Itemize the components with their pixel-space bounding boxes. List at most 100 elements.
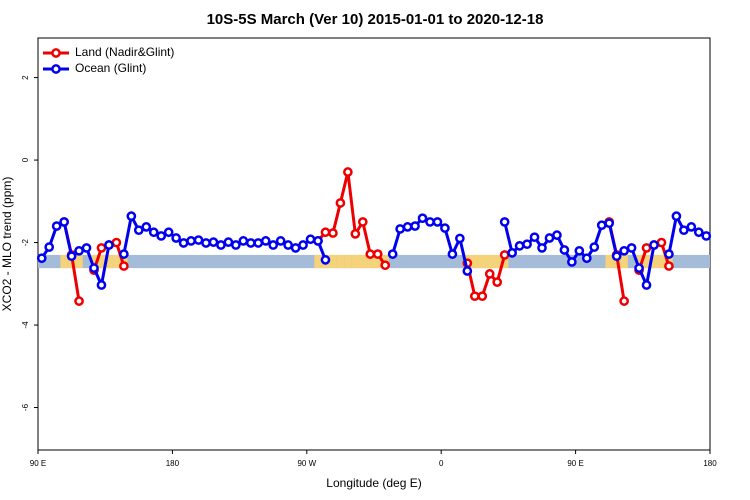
- chart-title: 10S-5S March (Ver 10) 2015-01-01 to 2020…: [207, 11, 544, 28]
- point: [656, 237, 667, 248]
- point: [499, 217, 510, 227]
- point: [664, 249, 674, 259]
- land-band: [500, 254, 509, 269]
- land-band: [344, 254, 352, 269]
- point: [231, 240, 241, 250]
- point: [96, 280, 107, 290]
- x-axis-label: Longitude (deg E): [326, 476, 421, 490]
- point: [596, 220, 607, 231]
- point: [357, 217, 368, 227]
- point: [522, 239, 532, 250]
- point: [208, 237, 219, 247]
- point: [589, 242, 600, 252]
- point: [514, 241, 525, 251]
- point: [275, 236, 286, 246]
- point: [193, 235, 204, 245]
- legend-label: Ocean (Glint): [75, 61, 146, 75]
- land-band: [336, 254, 345, 269]
- point: [402, 222, 413, 232]
- x-tick-label: 90 E: [30, 459, 46, 468]
- point: [44, 242, 55, 252]
- point: [163, 227, 174, 238]
- point: [253, 238, 264, 248]
- point: [649, 240, 659, 250]
- land-band: [486, 254, 494, 269]
- land-band: [105, 254, 113, 269]
- legend-marker: [51, 48, 61, 58]
- point: [447, 249, 458, 259]
- point: [581, 253, 592, 264]
- land-band: [471, 254, 479, 269]
- point: [66, 251, 77, 262]
- point: [380, 260, 391, 271]
- point: [104, 240, 114, 250]
- point: [320, 255, 331, 265]
- point: [223, 237, 234, 247]
- point: [626, 243, 637, 253]
- point: [81, 243, 92, 253]
- land-band: [314, 254, 322, 269]
- point: [305, 234, 316, 245]
- x-tick-label: 180: [703, 459, 717, 468]
- point: [245, 238, 256, 248]
- point: [141, 222, 152, 232]
- point: [395, 224, 405, 234]
- point: [477, 291, 488, 302]
- point: [492, 277, 503, 287]
- land-band: [366, 254, 374, 269]
- point: [686, 222, 697, 232]
- x-tick-label: 90 E: [567, 459, 583, 468]
- point: [693, 227, 704, 238]
- point: [111, 237, 122, 248]
- point: [552, 230, 562, 240]
- x-tick-label: 0: [439, 459, 444, 468]
- point: [89, 263, 99, 273]
- point: [51, 221, 62, 231]
- point: [604, 218, 615, 229]
- point: [119, 249, 129, 259]
- land-band: [493, 254, 501, 269]
- land-band: [329, 254, 337, 269]
- land-band: [60, 254, 68, 269]
- point: [238, 236, 249, 246]
- point: [372, 249, 383, 259]
- point: [260, 236, 271, 246]
- land-band: [478, 254, 486, 269]
- y-axis-label: XCO2 - MLO trend (ppm): [0, 177, 14, 312]
- y-tick-label: -4: [21, 321, 30, 329]
- point: [74, 296, 84, 306]
- point: [365, 249, 376, 259]
- point: [544, 233, 555, 243]
- point: [350, 229, 361, 239]
- land-band: [650, 254, 658, 269]
- point: [59, 217, 69, 227]
- point: [216, 240, 226, 250]
- land-band: [112, 254, 121, 269]
- point: [298, 240, 308, 250]
- x-tick-label: 180: [166, 459, 180, 468]
- point: [335, 198, 346, 208]
- land-band: [359, 254, 367, 269]
- point: [664, 261, 674, 271]
- point: [432, 217, 443, 227]
- point: [634, 263, 644, 273]
- point: [313, 236, 323, 246]
- point: [290, 243, 301, 253]
- point: [567, 257, 577, 267]
- land-band: [605, 254, 613, 269]
- land-band: [635, 254, 643, 269]
- legend-label: Land (Nadir&Glint): [75, 45, 174, 59]
- point: [537, 243, 547, 253]
- point: [201, 238, 211, 248]
- land-band: [374, 254, 382, 269]
- land-band: [642, 254, 651, 269]
- point: [96, 243, 107, 253]
- point: [387, 249, 398, 259]
- y-tick-label: -6: [21, 403, 30, 411]
- x-tick-label: 90 W: [297, 459, 316, 468]
- point: [320, 227, 331, 238]
- point: [119, 261, 129, 271]
- point: [283, 240, 293, 250]
- point: [559, 245, 570, 255]
